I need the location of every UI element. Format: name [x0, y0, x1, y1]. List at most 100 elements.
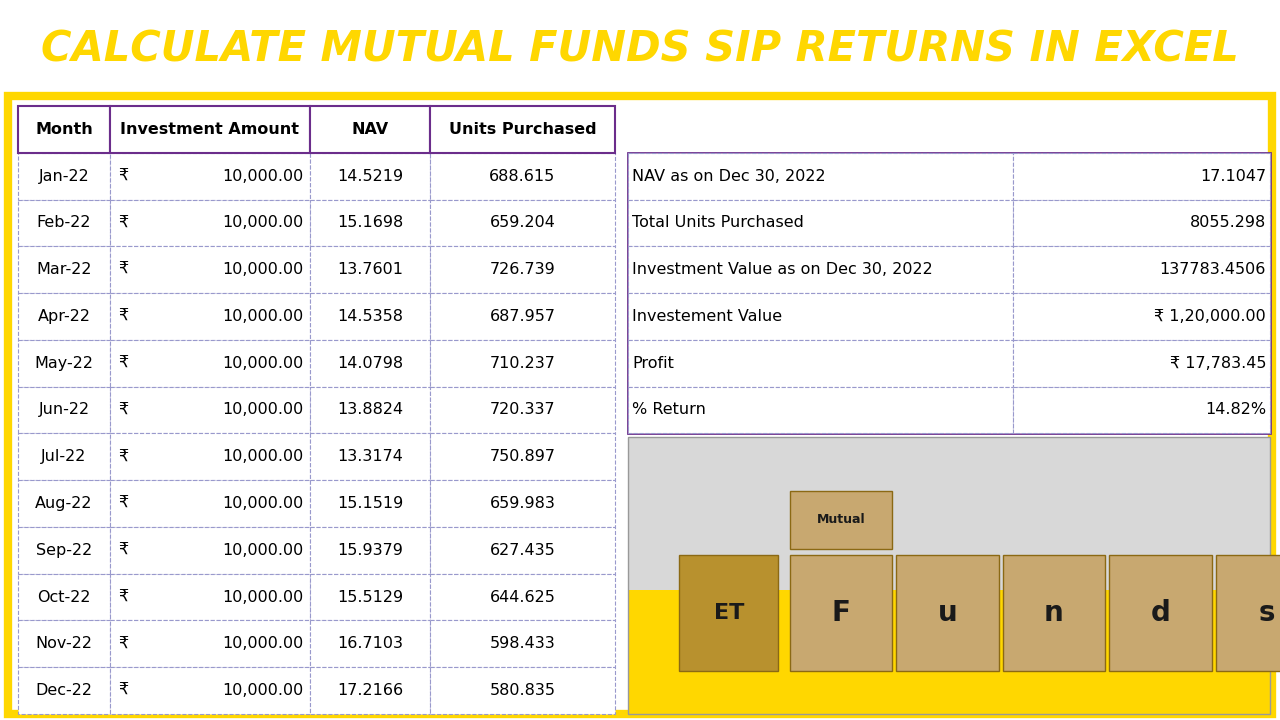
Text: 598.433: 598.433: [490, 636, 556, 652]
Text: 16.7103: 16.7103: [337, 636, 403, 652]
Bar: [310, 667, 430, 714]
Bar: [430, 293, 614, 340]
Text: Profit: Profit: [632, 356, 673, 371]
Bar: [628, 153, 1270, 433]
Bar: [110, 153, 310, 199]
Text: 750.897: 750.897: [489, 449, 556, 464]
Bar: [1014, 293, 1270, 340]
Bar: [1014, 340, 1270, 387]
Text: Apr-22: Apr-22: [37, 309, 91, 324]
Text: Nov-22: Nov-22: [36, 636, 92, 652]
Bar: [430, 199, 614, 246]
Bar: [18, 480, 110, 527]
Bar: [110, 480, 310, 527]
Bar: [18, 527, 110, 574]
Bar: [310, 153, 430, 199]
Bar: [1014, 387, 1270, 433]
Text: 627.435: 627.435: [490, 543, 556, 558]
Text: 137783.4506: 137783.4506: [1160, 262, 1266, 277]
Text: Aug-22: Aug-22: [36, 496, 92, 511]
Bar: [310, 480, 430, 527]
Text: Oct-22: Oct-22: [37, 590, 91, 605]
Bar: [110, 387, 310, 433]
Bar: [896, 554, 998, 671]
Text: 580.835: 580.835: [489, 683, 556, 698]
Bar: [310, 574, 430, 621]
Text: Units Purchased: Units Purchased: [449, 122, 596, 137]
Text: ET: ET: [713, 603, 744, 623]
Text: 10,000.00: 10,000.00: [223, 449, 305, 464]
Text: 15.9379: 15.9379: [337, 543, 403, 558]
Text: Investment Amount: Investment Amount: [120, 122, 300, 137]
Bar: [628, 153, 1014, 199]
Bar: [430, 667, 614, 714]
Bar: [18, 153, 110, 199]
Text: ₹ 17,783.45: ₹ 17,783.45: [1170, 356, 1266, 371]
Bar: [430, 246, 614, 293]
Text: 10,000.00: 10,000.00: [223, 402, 305, 418]
Text: 14.0798: 14.0798: [337, 356, 403, 371]
Text: 14.5358: 14.5358: [337, 309, 403, 324]
Text: ₹: ₹: [118, 262, 128, 277]
Bar: [430, 106, 614, 153]
Text: 15.5129: 15.5129: [337, 590, 403, 605]
Text: 13.8824: 13.8824: [337, 402, 403, 418]
Bar: [628, 437, 1270, 714]
Bar: [1110, 554, 1212, 671]
Bar: [310, 199, 430, 246]
Text: ₹: ₹: [118, 402, 128, 418]
Text: 10,000.00: 10,000.00: [223, 496, 305, 511]
Bar: [628, 340, 1014, 387]
Bar: [110, 340, 310, 387]
Text: Jun-22: Jun-22: [38, 402, 90, 418]
Text: ₹: ₹: [118, 636, 128, 652]
Bar: [310, 340, 430, 387]
Bar: [790, 554, 892, 671]
Bar: [628, 246, 1014, 293]
Bar: [310, 246, 430, 293]
Bar: [430, 480, 614, 527]
Bar: [18, 293, 110, 340]
Text: 10,000.00: 10,000.00: [223, 262, 305, 277]
Text: CALCULATE MUTUAL FUNDS SIP RETURNS IN EXCEL: CALCULATE MUTUAL FUNDS SIP RETURNS IN EX…: [41, 29, 1239, 71]
Bar: [110, 527, 310, 574]
Text: 13.3174: 13.3174: [337, 449, 403, 464]
Text: Month: Month: [35, 122, 93, 137]
Text: 8055.298: 8055.298: [1189, 215, 1266, 230]
Text: ₹: ₹: [118, 309, 128, 324]
Text: ₹: ₹: [118, 168, 128, 184]
Bar: [310, 293, 430, 340]
Text: Jul-22: Jul-22: [41, 449, 87, 464]
Bar: [18, 199, 110, 246]
Text: 688.615: 688.615: [489, 168, 556, 184]
Text: 17.1047: 17.1047: [1199, 168, 1266, 184]
Text: % Return: % Return: [632, 402, 705, 418]
Text: d: d: [1151, 599, 1170, 626]
Text: ₹: ₹: [118, 215, 128, 230]
Bar: [18, 433, 110, 480]
Text: 659.204: 659.204: [489, 215, 556, 230]
Bar: [18, 106, 110, 153]
Text: 687.957: 687.957: [489, 309, 556, 324]
Text: 10,000.00: 10,000.00: [223, 543, 305, 558]
Text: NAV: NAV: [352, 122, 389, 137]
Text: 710.237: 710.237: [489, 356, 556, 371]
Bar: [430, 574, 614, 621]
Text: 726.739: 726.739: [490, 262, 556, 277]
Bar: [1014, 199, 1270, 246]
Text: 14.5219: 14.5219: [337, 168, 403, 184]
Bar: [1216, 554, 1280, 671]
Bar: [110, 246, 310, 293]
Text: 659.983: 659.983: [489, 496, 556, 511]
Text: 17.2166: 17.2166: [337, 683, 403, 698]
Bar: [628, 590, 1270, 714]
Text: 720.337: 720.337: [490, 402, 556, 418]
Text: 10,000.00: 10,000.00: [223, 683, 305, 698]
Bar: [628, 437, 1270, 590]
Bar: [680, 554, 778, 671]
Text: Jan-22: Jan-22: [38, 168, 90, 184]
Bar: [110, 293, 310, 340]
Text: 10,000.00: 10,000.00: [223, 590, 305, 605]
Text: Feb-22: Feb-22: [37, 215, 91, 230]
Bar: [430, 340, 614, 387]
